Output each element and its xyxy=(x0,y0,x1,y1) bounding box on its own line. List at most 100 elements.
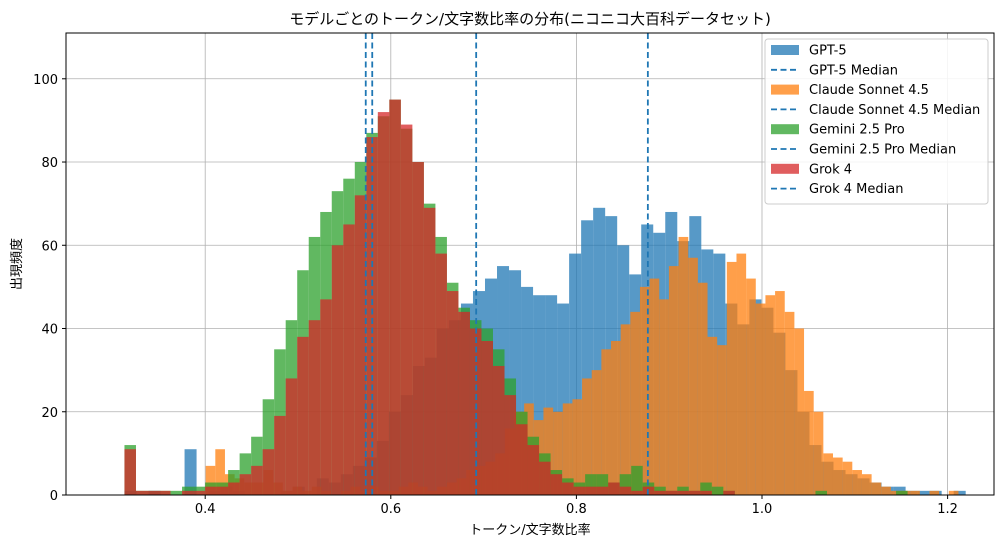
histogram-bar xyxy=(516,424,528,495)
histogram-bar xyxy=(469,328,482,495)
histogram-bar xyxy=(135,490,148,495)
histogram-bar xyxy=(539,461,551,495)
histogram-bar xyxy=(562,482,574,495)
histogram-bar xyxy=(707,336,718,495)
x-axis-label: トークン/文字数比率 xyxy=(469,522,590,538)
histogram-bar xyxy=(159,490,171,495)
histogram-bar xyxy=(630,311,640,495)
histogram-bar xyxy=(832,457,843,495)
histogram-bar xyxy=(668,266,679,495)
histogram-bar xyxy=(262,449,275,495)
histogram-bar xyxy=(688,490,701,495)
histogram-bar xyxy=(412,162,424,495)
y-tick-label: 40 xyxy=(41,323,58,338)
histogram-bar xyxy=(481,341,493,495)
histogram-bar xyxy=(755,303,766,495)
histogram-bar xyxy=(147,490,160,495)
histogram-bar xyxy=(320,299,332,495)
histogram-bar xyxy=(910,490,920,495)
chart-title: モデルごとのトークン/文字数比率の分布(ニコニコ大百科データセット) xyxy=(289,10,771,28)
histogram-bar xyxy=(890,490,901,495)
histogram-bar xyxy=(596,474,609,495)
histogram-bar xyxy=(917,490,930,495)
series-grok-4-bars xyxy=(124,99,735,496)
legend-label-gpt-5-median: GPT-5 Median xyxy=(809,63,898,78)
histogram-bar xyxy=(611,341,621,495)
histogram-bar xyxy=(665,490,678,495)
legend: GPT-5 GPT-5 Median Claude Sonnet 4.5 Claude… xyxy=(764,38,989,205)
histogram-bar xyxy=(297,336,309,495)
histogram-bar xyxy=(543,407,554,495)
histogram-bar xyxy=(366,137,378,495)
legend-frame xyxy=(764,38,989,205)
y-tick-label: 80 xyxy=(41,156,58,171)
histogram-bar xyxy=(659,299,669,495)
median-lines xyxy=(364,33,649,495)
x-tick-label: 0.6 xyxy=(380,502,401,517)
y-tick-label: 100 xyxy=(33,73,58,88)
histogram-bar xyxy=(262,399,275,495)
histogram-bar xyxy=(354,195,367,495)
y-axis-label: 出現頻度 xyxy=(9,238,25,290)
histogram-bar xyxy=(585,474,597,495)
legend-swatch-claude-sonnet-4-5 xyxy=(771,84,799,95)
histogram-bar xyxy=(700,482,712,495)
histogram-bar xyxy=(700,490,712,495)
legend-swatch-gpt-5 xyxy=(771,45,799,55)
histogram-bar xyxy=(620,324,631,495)
histogram-bar xyxy=(608,482,620,495)
histogram-bar xyxy=(239,474,252,495)
histogram-bar xyxy=(458,311,470,495)
histogram-bar xyxy=(881,486,891,495)
histogram-bar xyxy=(504,395,517,495)
histogram-bar xyxy=(697,282,708,495)
histogram-bar xyxy=(929,490,940,495)
histogram-bar xyxy=(631,490,643,495)
histogram-bar xyxy=(804,390,814,495)
histogram-bar xyxy=(654,490,666,495)
histogram-bar xyxy=(948,490,959,495)
legend-swatch-gemini-2-5-pro xyxy=(771,124,799,135)
histogram-bar xyxy=(182,490,194,495)
histogram-bar xyxy=(711,486,724,495)
histogram-bar xyxy=(591,370,602,495)
histogram-bar xyxy=(435,253,447,495)
legend-label-grok-4-median: Grok 4 Median xyxy=(809,182,903,197)
histogram-bars xyxy=(124,99,966,496)
histogram-bar xyxy=(746,278,756,495)
histogram-bar xyxy=(205,465,216,495)
histogram-bar xyxy=(389,99,401,495)
y-tick-label: 60 xyxy=(41,239,58,254)
histogram-bar xyxy=(285,378,298,495)
histogram-bar xyxy=(377,112,390,495)
histogram-bar xyxy=(553,411,563,495)
y-tick-label: 0 xyxy=(50,489,58,504)
histogram-bar xyxy=(572,399,583,495)
histogram-bar xyxy=(596,486,609,495)
histogram-bar xyxy=(842,461,853,495)
histogram-bar xyxy=(678,236,689,495)
histogram-bar xyxy=(215,449,225,495)
legend-label-gemini-2-5-pro: Gemini 2.5 Pro xyxy=(809,123,905,138)
histogram-bar xyxy=(228,482,240,495)
histogram-bar xyxy=(639,286,650,495)
legend-label-grok-4: Grok 4 xyxy=(809,162,852,177)
histogram-bar xyxy=(813,411,824,495)
histogram-bar xyxy=(308,320,321,495)
histogram-bar xyxy=(861,474,872,495)
histogram-bar xyxy=(423,207,436,496)
histogram-bar xyxy=(193,490,206,495)
histogram-bar xyxy=(723,490,735,495)
histogram-bar xyxy=(765,295,776,495)
histogram-bar xyxy=(688,257,698,495)
legend-label-claude-sonnet-4-5-median: Claude Sonnet 4.5 Median xyxy=(809,103,980,118)
histogram-bar xyxy=(170,490,183,495)
histogram-bar xyxy=(274,415,286,495)
histogram-bar xyxy=(343,224,355,495)
axis-ticks: 0.4 0.6 0.8 1.0 1.2 0 20 40 60 80 100 xyxy=(33,73,958,517)
x-tick-label: 1.0 xyxy=(752,502,773,517)
histogram-bar xyxy=(562,403,573,495)
histogram-bar xyxy=(823,453,833,495)
plot-frame xyxy=(65,32,995,496)
